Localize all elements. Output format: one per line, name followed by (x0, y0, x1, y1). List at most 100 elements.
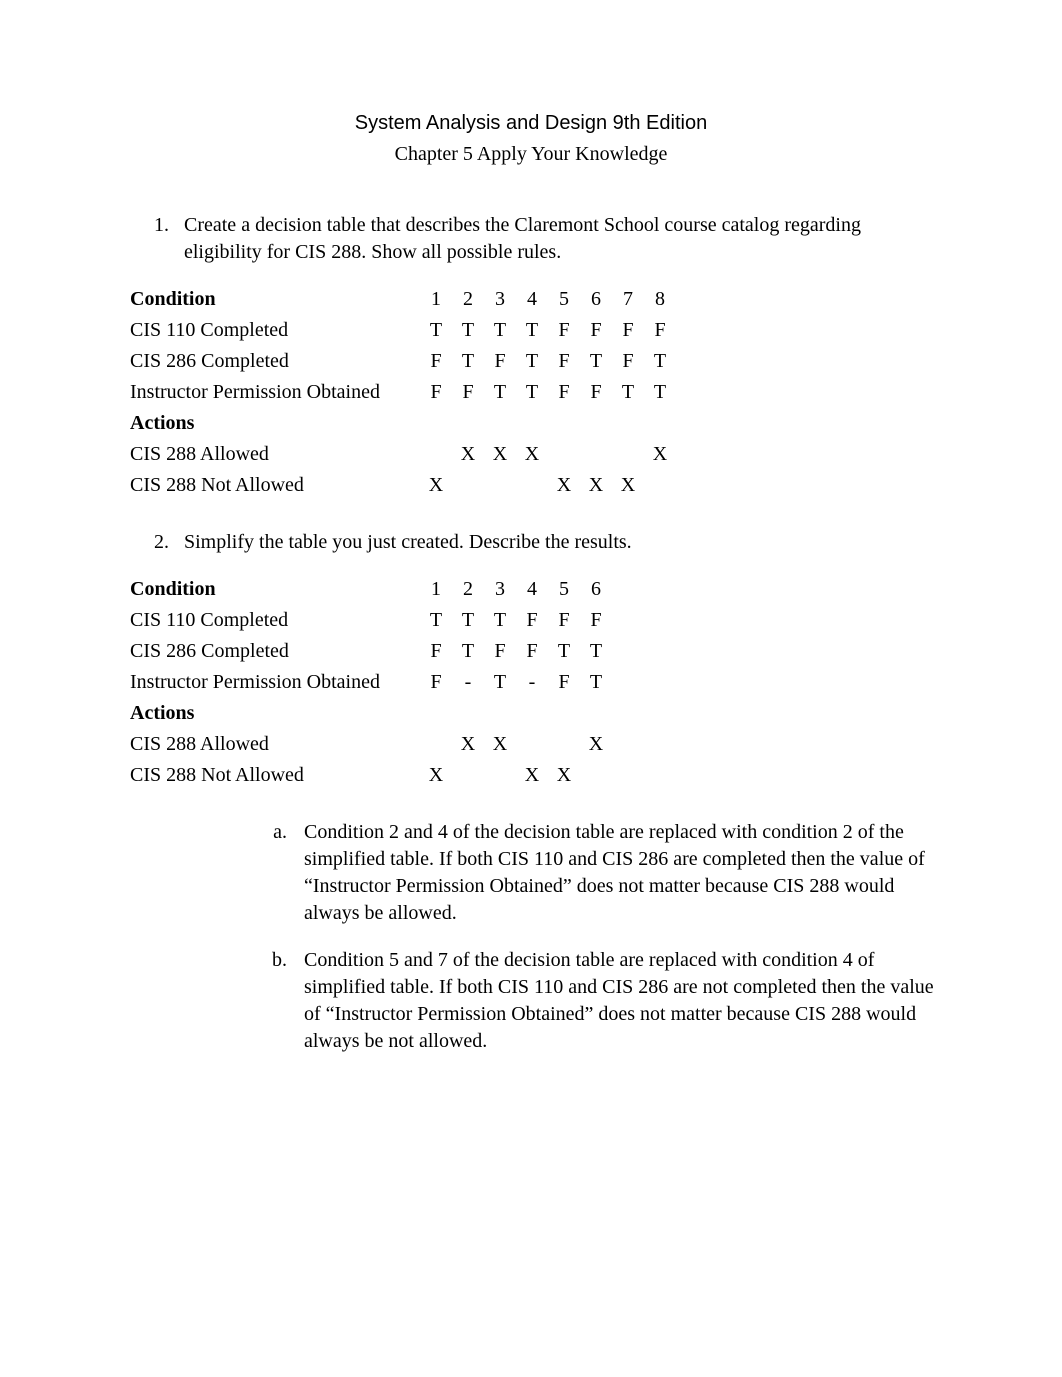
cell: F (548, 315, 580, 346)
table-row: CIS 286 CompletedFTFTFTFT (130, 346, 676, 377)
question-1-text: Create a decision table that describes t… (184, 214, 861, 263)
table-row: Actions (130, 698, 612, 729)
table-row: CIS 286 CompletedFTFFTT (130, 636, 612, 667)
row-label: CIS 286 Completed (130, 346, 420, 377)
cell: T (644, 346, 676, 377)
cell: - (452, 667, 484, 698)
cell: F (420, 636, 452, 667)
row-label: CIS 288 Allowed (130, 729, 420, 760)
cell: T (484, 315, 516, 346)
cell: 6 (580, 574, 612, 605)
cell: 3 (484, 574, 516, 605)
cell: T (484, 667, 516, 698)
cell (452, 698, 484, 729)
question-list: Create a decision table that describes t… (120, 212, 942, 1055)
cell: 6 (580, 284, 612, 315)
cell: 2 (452, 574, 484, 605)
decision-table-1-wrap: Condition12345678CIS 110 CompletedTTTTFF… (130, 284, 942, 501)
cell (580, 439, 612, 470)
row-label: Condition (130, 574, 420, 605)
cell: 7 (612, 284, 644, 315)
row-label: Actions (130, 698, 420, 729)
decision-table-1: Condition12345678CIS 110 CompletedTTTTFF… (130, 284, 676, 501)
table-row: CIS 288 AllowedXXXX (130, 439, 676, 470)
cell: T (516, 346, 548, 377)
cell: T (484, 377, 516, 408)
cell: F (484, 636, 516, 667)
cell: F (452, 377, 484, 408)
cell (548, 408, 580, 439)
cell (484, 698, 516, 729)
cell: - (516, 667, 548, 698)
cell: X (516, 439, 548, 470)
table-row: CIS 110 CompletedTTTFFF (130, 605, 612, 636)
cell: T (420, 605, 452, 636)
cell: F (644, 315, 676, 346)
cell (516, 698, 548, 729)
cell (612, 408, 644, 439)
cell: F (548, 377, 580, 408)
cell (548, 439, 580, 470)
cell: F (612, 315, 644, 346)
cell (580, 698, 612, 729)
cell: X (580, 729, 612, 760)
table-row: Condition123456 (130, 574, 612, 605)
cell: X (452, 439, 484, 470)
cell (644, 470, 676, 501)
cell (580, 408, 612, 439)
table-row: CIS 110 CompletedTTTTFFFF (130, 315, 676, 346)
cell: T (580, 346, 612, 377)
row-label: CIS 288 Not Allowed (130, 470, 420, 501)
cell (612, 439, 644, 470)
cell: 5 (548, 574, 580, 605)
row-label: CIS 110 Completed (130, 605, 420, 636)
cell: 1 (420, 284, 452, 315)
cell: T (484, 605, 516, 636)
cell: T (548, 636, 580, 667)
cell (548, 698, 580, 729)
cell: F (420, 667, 452, 698)
cell: X (484, 729, 516, 760)
table-row: Condition12345678 (130, 284, 676, 315)
cell: X (548, 470, 580, 501)
cell (516, 470, 548, 501)
cell: F (420, 377, 452, 408)
cell: 3 (484, 284, 516, 315)
cell (484, 760, 516, 791)
cell: T (644, 377, 676, 408)
doc-title: System Analysis and Design 9th Edition (120, 110, 942, 137)
cell (452, 760, 484, 791)
row-label: Condition (130, 284, 420, 315)
cell (420, 408, 452, 439)
cell (420, 439, 452, 470)
cell: T (612, 377, 644, 408)
table-row: Actions (130, 408, 676, 439)
cell (420, 698, 452, 729)
cell: T (580, 667, 612, 698)
cell: X (580, 470, 612, 501)
cell (548, 729, 580, 760)
cell: F (516, 636, 548, 667)
cell: X (612, 470, 644, 501)
row-label: CIS 110 Completed (130, 315, 420, 346)
decision-table-2-wrap: Condition123456CIS 110 CompletedTTTFFFCI… (130, 574, 942, 791)
cell: X (516, 760, 548, 791)
table-row: Instructor Permission ObtainedF-T-FT (130, 667, 612, 698)
question-2-sub-a: Condition 2 and 4 of the decision table … (292, 819, 942, 927)
row-label: Instructor Permission Obtained (130, 377, 420, 408)
decision-table-2: Condition123456CIS 110 CompletedTTTFFFCI… (130, 574, 612, 791)
cell: 8 (644, 284, 676, 315)
cell: F (420, 346, 452, 377)
cell: X (484, 439, 516, 470)
cell: X (420, 760, 452, 791)
cell: F (548, 346, 580, 377)
cell: T (452, 315, 484, 346)
cell: T (516, 377, 548, 408)
row-label: CIS 288 Allowed (130, 439, 420, 470)
cell (516, 408, 548, 439)
question-1: Create a decision table that describes t… (174, 212, 942, 501)
cell (516, 729, 548, 760)
cell: F (516, 605, 548, 636)
cell (484, 470, 516, 501)
cell: F (580, 605, 612, 636)
